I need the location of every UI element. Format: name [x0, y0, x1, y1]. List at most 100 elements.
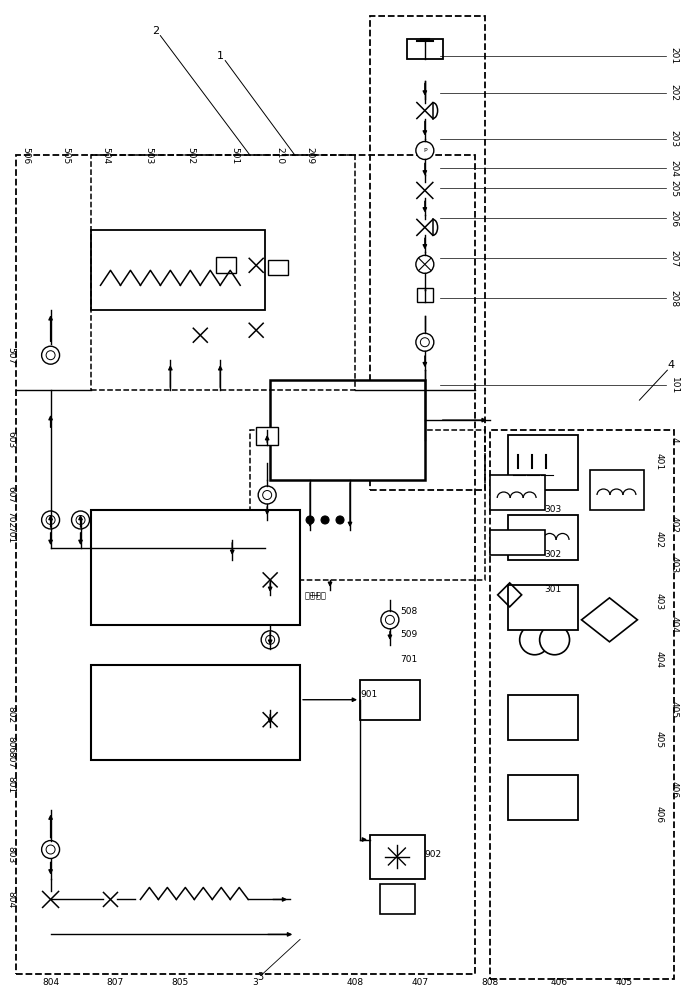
Bar: [590, 470, 644, 510]
Circle shape: [385, 615, 394, 624]
Circle shape: [266, 635, 275, 644]
Text: 204: 204: [670, 160, 679, 177]
Bar: [508, 695, 578, 740]
Bar: [233, 542, 252, 560]
Text: 701: 701: [6, 526, 15, 544]
Text: 807: 807: [107, 978, 124, 987]
Bar: [370, 835, 425, 879]
Text: 404: 404: [655, 651, 664, 668]
Circle shape: [76, 515, 85, 524]
Text: 501: 501: [230, 147, 239, 164]
Text: 803: 803: [6, 846, 15, 863]
Text: 805: 805: [172, 978, 189, 987]
Text: 607: 607: [6, 486, 15, 504]
Text: 506: 506: [21, 147, 30, 164]
Circle shape: [416, 255, 434, 273]
Text: 210: 210: [275, 147, 284, 164]
Circle shape: [416, 141, 434, 159]
Bar: [268, 260, 288, 275]
Circle shape: [42, 511, 60, 529]
Text: 4: 4: [668, 360, 675, 370]
Bar: [370, 16, 484, 490]
Text: 303: 303: [545, 505, 562, 514]
Text: 405: 405: [655, 731, 664, 748]
Text: 水+气: 水+气: [310, 590, 327, 599]
Bar: [254, 562, 274, 580]
Text: 202: 202: [670, 84, 679, 101]
Circle shape: [42, 841, 60, 859]
Text: 509: 509: [400, 630, 417, 639]
Text: 504: 504: [101, 147, 110, 164]
Bar: [508, 775, 578, 820]
Bar: [256, 427, 278, 445]
Circle shape: [416, 333, 434, 351]
Bar: [380, 884, 415, 914]
Text: 405: 405: [616, 978, 633, 987]
Text: 402: 402: [655, 531, 664, 548]
Text: 405: 405: [670, 701, 679, 718]
Circle shape: [420, 338, 429, 347]
Text: 505: 505: [61, 147, 70, 164]
Bar: [233, 582, 252, 600]
Bar: [91, 155, 355, 390]
Circle shape: [291, 516, 299, 524]
Text: 508: 508: [400, 607, 417, 616]
Bar: [210, 582, 230, 600]
Text: 2: 2: [152, 26, 159, 36]
Text: 206: 206: [670, 210, 679, 227]
Circle shape: [336, 516, 344, 524]
Bar: [490, 430, 674, 979]
Circle shape: [381, 611, 399, 629]
Text: 808: 808: [481, 978, 498, 987]
Circle shape: [46, 351, 55, 360]
Text: 207: 207: [670, 250, 679, 267]
Text: 301: 301: [545, 585, 562, 594]
Text: 507: 507: [6, 347, 15, 364]
Text: 406: 406: [655, 806, 664, 823]
Bar: [91, 230, 265, 310]
Text: 201: 201: [670, 47, 679, 64]
Text: 水+气: 水+气: [305, 590, 322, 599]
Text: 203: 203: [670, 130, 679, 147]
Circle shape: [46, 515, 55, 524]
Text: 205: 205: [670, 180, 679, 197]
Circle shape: [263, 491, 272, 500]
Bar: [91, 665, 300, 760]
Circle shape: [321, 516, 329, 524]
Text: 408: 408: [347, 978, 363, 987]
Text: 503: 503: [144, 147, 153, 164]
Circle shape: [71, 511, 89, 529]
Text: 801: 801: [6, 776, 15, 793]
Bar: [16, 155, 475, 974]
Circle shape: [306, 516, 314, 524]
Circle shape: [261, 631, 279, 649]
Bar: [508, 435, 578, 490]
Text: 406: 406: [551, 978, 568, 987]
Bar: [490, 530, 545, 555]
Text: 403: 403: [655, 593, 664, 610]
Text: 402: 402: [670, 516, 679, 533]
Bar: [210, 562, 230, 580]
Text: 3: 3: [253, 978, 258, 987]
Circle shape: [42, 346, 60, 364]
Circle shape: [258, 486, 276, 504]
Bar: [254, 582, 274, 600]
Circle shape: [520, 625, 549, 655]
Text: 807: 807: [6, 751, 15, 768]
Bar: [210, 542, 230, 560]
Bar: [270, 380, 425, 480]
Text: 4: 4: [670, 437, 679, 443]
Text: 802: 802: [6, 706, 15, 723]
Bar: [360, 680, 420, 720]
Text: 401: 401: [655, 453, 664, 471]
Bar: [217, 257, 236, 273]
Text: 603: 603: [6, 431, 15, 449]
Text: 208: 208: [670, 290, 679, 307]
Bar: [417, 288, 432, 302]
Text: 302: 302: [545, 550, 562, 559]
Text: 407: 407: [411, 978, 428, 987]
Circle shape: [46, 845, 55, 854]
Text: 403: 403: [670, 556, 679, 573]
Text: 3: 3: [257, 972, 263, 982]
Bar: [251, 430, 484, 580]
